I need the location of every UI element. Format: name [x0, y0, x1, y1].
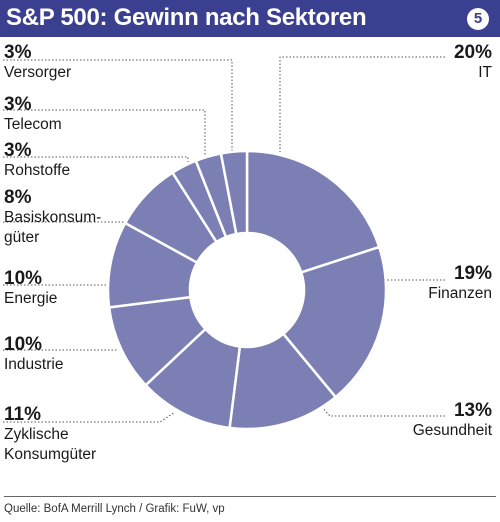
leader-line: [279, 56, 445, 152]
slice-value-label: 3%: [4, 94, 32, 115]
label-basiskonsum: 8% Basiskonsum- güter: [4, 187, 101, 248]
slice-category-label: güter: [4, 229, 40, 246]
slice-category-label: Energie: [4, 290, 58, 307]
slice-value-label: 10%: [4, 334, 43, 355]
slice-value-label: 10%: [4, 268, 43, 289]
label-telecom: 3% Telecom: [4, 94, 62, 135]
label-versorger: 3% Versorger: [4, 42, 71, 83]
slice-value-label: 8%: [4, 187, 32, 208]
slice-value-label: 19%: [453, 263, 492, 284]
slice-value-label: 13%: [453, 400, 492, 421]
donut-slice-finanzen: [281, 245, 388, 399]
label-rohstoffe: 3% Rohstoffe: [4, 140, 70, 181]
footer-divider: [4, 496, 496, 497]
slice-value-label: 3%: [4, 42, 32, 63]
leader-line: [3, 59, 233, 152]
source-note: Quelle: BofA Merrill Lynch / Grafik: FuW…: [4, 503, 225, 515]
slice-category-label: IT: [478, 64, 492, 81]
title-bar: S&P 500: Gewinn nach Sektoren 5: [0, 0, 500, 37]
leader-line: [3, 411, 176, 423]
slice-category-label: Gesundheit: [412, 422, 492, 439]
slice-category-label: Basiskonsum-: [4, 209, 102, 226]
label-gesundheit: 13% Gesundheit: [413, 400, 492, 441]
slice-value-label: 20%: [453, 42, 492, 63]
slice-category-label: Versorger: [4, 64, 72, 81]
slice-category-label: Industrie: [4, 356, 64, 373]
label-finanzen: 19% Finanzen: [428, 263, 492, 304]
donut-slices: [106, 149, 388, 431]
label-zyklische: 11% Zyklische Konsumgüter: [4, 404, 96, 465]
figure-number-badge: 5: [467, 8, 489, 30]
leader-lines: [3, 56, 445, 423]
slice-value-label: 3%: [4, 140, 32, 161]
donut-slice-versorger: [219, 149, 249, 236]
slice-category-label: Rohstoffe: [4, 162, 71, 179]
slice-category-label: Finanzen: [428, 285, 492, 302]
chart-title: S&P 500: Gewinn nach Sektoren: [6, 4, 367, 31]
slice-category-label: Telecom: [4, 116, 62, 133]
label-energie: 10% Energie: [4, 268, 57, 309]
slice-category-label: Zyklische: [4, 426, 69, 443]
label-industrie: 10% Industrie: [4, 334, 63, 375]
slice-value-label: 11%: [4, 404, 41, 425]
donut-slice-it: [245, 149, 381, 274]
leader-line: [3, 109, 206, 155]
label-it: 20% IT: [454, 42, 492, 83]
slice-category-label: Konsumgüter: [4, 446, 97, 463]
